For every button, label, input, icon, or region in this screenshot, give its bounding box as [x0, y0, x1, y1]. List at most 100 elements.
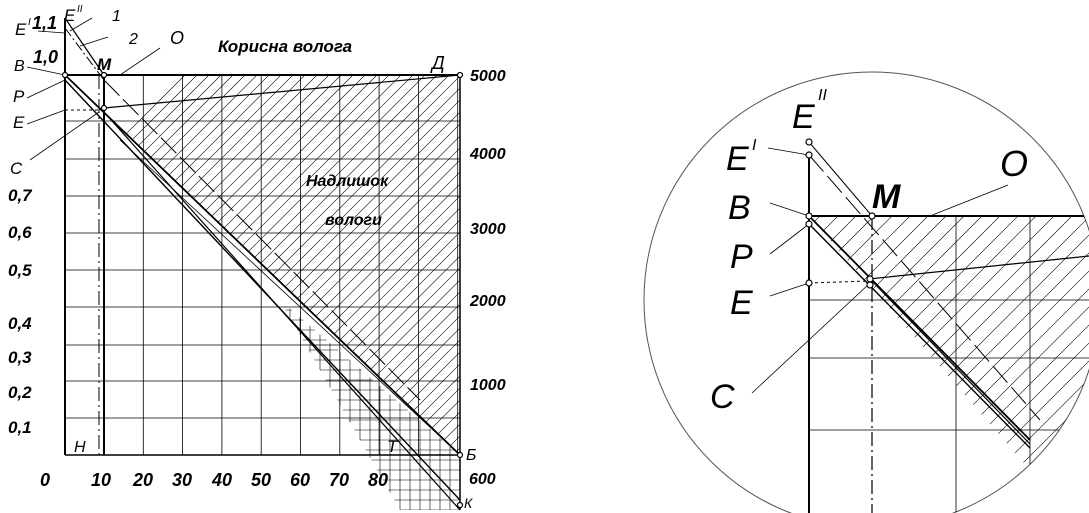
hatch-line — [628, 60, 1028, 460]
label-bcyr: Б — [466, 447, 476, 464]
zoom-label-e1: E — [726, 140, 749, 178]
point-d — [456, 71, 464, 79]
zoom-hatch-line — [809, 216, 1089, 470]
zoom-point-m — [868, 212, 876, 220]
hatch-line — [99, 75, 460, 455]
hatch-line — [65, 75, 285, 455]
hatch-line — [123, 75, 460, 455]
hatch-line — [243, 75, 460, 455]
zoom-diagonal-c — [868, 277, 1031, 445]
zoom-point-e2 — [805, 138, 813, 146]
zoom-label-p: P — [730, 238, 753, 276]
y-tick-label: 0,4 — [8, 314, 32, 333]
zoom-hatch-line — [809, 216, 1053, 470]
hatch-line — [724, 60, 1089, 460]
zoom-e-dashed — [808, 280, 870, 284]
hatch-line — [135, 75, 460, 455]
zoom-leader-p — [769, 223, 810, 255]
label-e2: E — [64, 6, 76, 25]
zoom-diagonal-b — [808, 215, 1031, 441]
y-axis-right-labels: 1000 2000 3000 4000 5000 600 — [469, 68, 506, 488]
zoom-point-p — [805, 220, 813, 228]
point-bcyr — [456, 451, 464, 459]
label-e1: E — [15, 20, 27, 39]
zoom-diagonal-p — [808, 223, 1031, 449]
leader-o — [119, 47, 161, 76]
zoom-hatch-line — [1003, 216, 1089, 470]
hatch-line — [65, 75, 213, 455]
right-extra-label: 600 — [469, 471, 496, 488]
point-k — [456, 501, 464, 509]
hatch-line — [65, 75, 345, 455]
leader-c — [29, 111, 100, 161]
zoom-hatch-line — [809, 216, 1071, 470]
leader-e1 — [37, 30, 66, 34]
hatch-line — [65, 75, 381, 455]
zoom-point-c2 — [866, 281, 874, 289]
label-e: E — [13, 113, 25, 132]
hatch-line — [75, 75, 460, 455]
zoom-label-e: E — [730, 284, 753, 322]
x-tick-label: 20 — [132, 470, 153, 490]
y-tick-label-top: 1,1 — [32, 13, 57, 33]
zoom-hatch-line — [931, 216, 1089, 470]
zoom-label-b: B — [728, 189, 751, 227]
zoom-hatch-line — [967, 216, 1089, 470]
zoom-point-c1 — [866, 275, 874, 283]
hatch-line — [375, 75, 460, 455]
hatch-line — [423, 75, 460, 455]
zoom-hatch-line — [1057, 216, 1089, 470]
y-tick-label: 0,3 — [8, 348, 32, 367]
zoom-hatch-line — [809, 216, 945, 470]
zoom-hatch-line — [809, 216, 927, 470]
zoom-hatch-line — [841, 216, 1089, 470]
excess-label-1: Надлишок — [306, 173, 389, 190]
leader-1 — [69, 17, 93, 32]
zoom-point-b — [805, 212, 813, 220]
zoom-hatch-line — [823, 216, 1089, 470]
curve-2-line — [64, 27, 105, 81]
right-tick-label: 5000 — [470, 68, 506, 85]
zoom-leader-b — [769, 202, 810, 217]
hatch-line — [231, 75, 460, 455]
hatch-line — [267, 75, 460, 455]
x-tick-label: 80 — [368, 470, 388, 490]
curve-1-line — [64, 17, 105, 76]
hatch-line — [65, 75, 201, 455]
y-tick-label: 0,1 — [8, 418, 32, 437]
x-origin-label: 0 — [40, 470, 50, 490]
x-tick-label: 40 — [211, 470, 232, 490]
hatch-line — [207, 75, 460, 455]
x-tick-label: 70 — [329, 470, 349, 490]
label-h: Н — [74, 439, 86, 456]
zoom-label-e1-sup: I — [752, 137, 757, 154]
zoom-circle — [643, 71, 1089, 513]
hatch-line — [65, 75, 309, 455]
label-b: В — [14, 58, 25, 75]
hatch-line — [736, 60, 1089, 460]
zoom-leader-o — [929, 184, 1009, 217]
leader-2 — [79, 36, 109, 47]
hatch-line — [640, 60, 1040, 460]
hatch-line — [65, 75, 237, 455]
diagonal-k-line — [103, 111, 461, 511]
zoom-hatch-line — [895, 216, 1089, 470]
zoom-hatch-line — [985, 216, 1089, 470]
hatch-line — [784, 60, 1089, 460]
zoom-leader-e — [769, 282, 810, 297]
leader-b — [26, 66, 66, 76]
hatch-line — [339, 75, 460, 455]
right-tick-label: 4000 — [469, 146, 506, 163]
label-curve2: 2 — [128, 31, 138, 48]
label-c: С — [10, 159, 23, 178]
excess-label-2: вологи — [325, 212, 382, 229]
hatch-line — [700, 60, 1089, 460]
y-tick-label: 0,6 — [8, 223, 32, 242]
y-tick-label: 0,2 — [8, 383, 32, 402]
hatch-line — [65, 75, 249, 455]
zoom-label-e2: E — [792, 98, 815, 136]
zoom-hatch-line — [809, 216, 891, 470]
label-curve1: 1 — [112, 8, 121, 25]
